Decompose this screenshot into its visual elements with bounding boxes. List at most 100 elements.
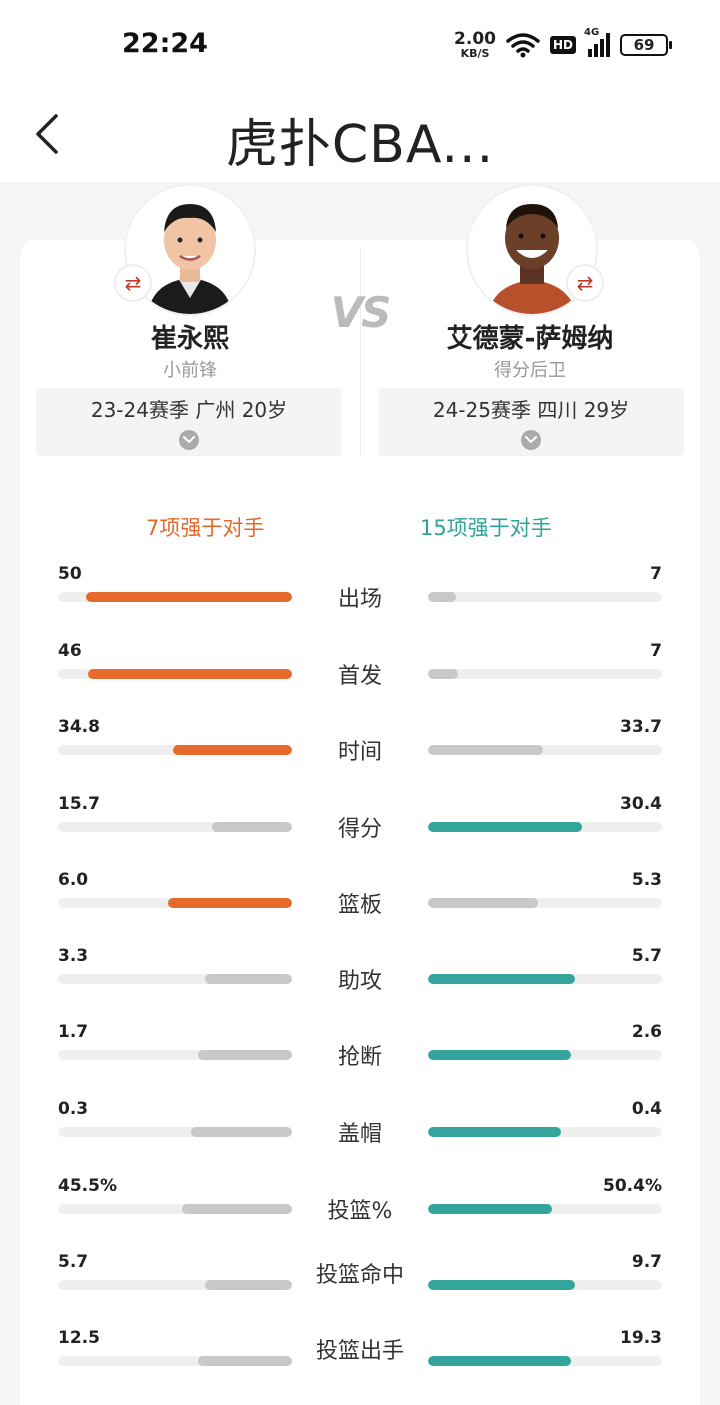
left-player-name: 崔永熙 (150, 324, 229, 354)
stat-left-bar (58, 898, 292, 908)
stat-right-bar (428, 592, 662, 602)
stat-left-fill (182, 1204, 292, 1214)
stat-label: 投篮出手 (315, 1339, 404, 1364)
swap-icon: ⇄ (576, 271, 594, 295)
stat-label: 得分 (337, 817, 382, 842)
stat-right-fill (428, 1356, 571, 1366)
stat-right-bar (428, 974, 662, 984)
stat-left-value: 0.3 (58, 1099, 89, 1119)
stat-right-fill (428, 974, 576, 984)
stat-right-value: 9.7 (631, 1252, 662, 1272)
stat-right-value: 7 (650, 641, 662, 661)
stat-right-value: 2.6 (631, 1022, 662, 1042)
stat-label: 抢断 (337, 1045, 382, 1070)
chevron-down-icon (179, 430, 199, 450)
stat-label: 助攻 (337, 969, 382, 994)
back-button[interactable] (28, 108, 68, 158)
signal-icon: 4G (584, 27, 610, 57)
right-player-name: 艾德蒙-萨姆纳 (446, 324, 614, 354)
stat-left-value: 34.8 (58, 717, 100, 737)
stat-label: 篮板 (337, 893, 382, 918)
stat-row: 45.5% 50.4% 投篮% (0, 1176, 720, 1252)
stat-row: 6.0 5.3 篮板 (0, 870, 720, 946)
left-season-selector[interactable]: 23-24赛季 广州 20岁 (36, 388, 342, 456)
network-type: 4G (584, 27, 600, 38)
stat-left-value: 6.0 (58, 870, 89, 890)
swap-icon: ⇄ (124, 271, 142, 295)
stat-row: 3.3 5.7 助攻 (0, 946, 720, 1022)
stat-right-bar (428, 1280, 662, 1290)
chevron-left-icon (36, 114, 58, 154)
stat-right-fill (428, 1050, 571, 1060)
stat-left-fill (167, 898, 292, 908)
stat-right-value: 33.7 (620, 717, 662, 737)
right-summary: 15项强于对手 (420, 516, 552, 540)
stat-label: 盖帽 (337, 1122, 382, 1147)
stat-left-bar (58, 822, 292, 832)
stat-left-bar (58, 1050, 292, 1060)
stat-left-value: 12.5 (58, 1328, 100, 1348)
right-player-position: 得分后卫 (494, 360, 566, 381)
net-speed-unit: KB/S (460, 47, 490, 60)
stat-right-bar (428, 669, 662, 679)
stat-right-bar (428, 898, 662, 908)
stat-left-value: 45.5% (58, 1176, 117, 1196)
stat-right-value: 5.7 (631, 946, 662, 966)
stat-left-fill (198, 1356, 292, 1366)
stat-left-value: 5.7 (58, 1252, 89, 1272)
stat-left-fill (88, 669, 292, 679)
page-title: 虎扑CBA... (225, 115, 495, 175)
stat-right-value: 30.4 (620, 794, 662, 814)
stat-right-value: 50.4% (603, 1176, 662, 1196)
stat-left-value: 15.7 (58, 794, 100, 814)
stat-left-fill (172, 745, 292, 755)
stat-left-bar (58, 745, 292, 755)
stat-right-value: 19.3 (620, 1328, 662, 1348)
net-speed: 2.00 KB/S (454, 29, 496, 60)
stat-row: 34.8 33.7 时间 (0, 717, 720, 793)
stat-right-value: 7 (650, 564, 662, 584)
stat-label: 时间 (337, 740, 382, 765)
stat-right-bar (428, 1127, 662, 1137)
hd-badge: HD (549, 36, 576, 54)
stat-left-fill (212, 822, 292, 832)
stat-row: 0.3 0.4 盖帽 (0, 1099, 720, 1175)
vs-label: VS (330, 288, 392, 337)
stat-row: 15.7 30.4 得分 (0, 794, 720, 870)
player-photo-left (126, 186, 254, 314)
stat-right-fill (428, 1280, 576, 1290)
stat-row: 12.5 19.3 投篮出手 (0, 1328, 720, 1404)
stat-left-bar (58, 1356, 292, 1366)
stat-row: 50 7 出场 (0, 564, 720, 640)
stat-right-bar (428, 1050, 662, 1060)
stat-right-value: 0.4 (631, 1099, 662, 1119)
left-player-position: 小前锋 (163, 360, 217, 381)
stat-left-fill (205, 974, 292, 984)
stat-row: 5.7 9.7 投篮命中 (0, 1252, 720, 1328)
right-season-selector[interactable]: 24-25赛季 四川 29岁 (378, 388, 684, 456)
stat-left-value: 3.3 (58, 946, 89, 966)
wifi-icon (506, 33, 540, 58)
left-season-text: 23-24赛季 广州 20岁 (90, 398, 288, 422)
stat-row: 1.7 2.6 抢断 (0, 1022, 720, 1098)
stat-right-bar (428, 1204, 662, 1214)
stat-left-value: 1.7 (58, 1022, 89, 1042)
status-time: 22:24 (122, 28, 208, 59)
stat-label: 出场 (337, 587, 382, 612)
swap-left-button[interactable]: ⇄ (114, 264, 152, 302)
stat-right-fill (428, 1204, 553, 1214)
chevron-down-icon (521, 430, 541, 450)
stat-right-bar (428, 745, 662, 755)
stat-left-value: 46 (58, 641, 82, 661)
stat-left-fill (191, 1127, 292, 1137)
net-speed-value: 2.00 (454, 29, 496, 49)
stat-left-bar (58, 1204, 292, 1214)
stat-right-fill (428, 898, 538, 908)
stat-right-fill (428, 1127, 562, 1137)
stat-right-fill (428, 822, 583, 832)
stat-right-fill (428, 592, 457, 602)
divider (360, 248, 361, 458)
swap-right-button[interactable]: ⇄ (566, 264, 604, 302)
left-player-avatar[interactable] (126, 186, 254, 314)
battery-level: 69 (633, 36, 655, 54)
